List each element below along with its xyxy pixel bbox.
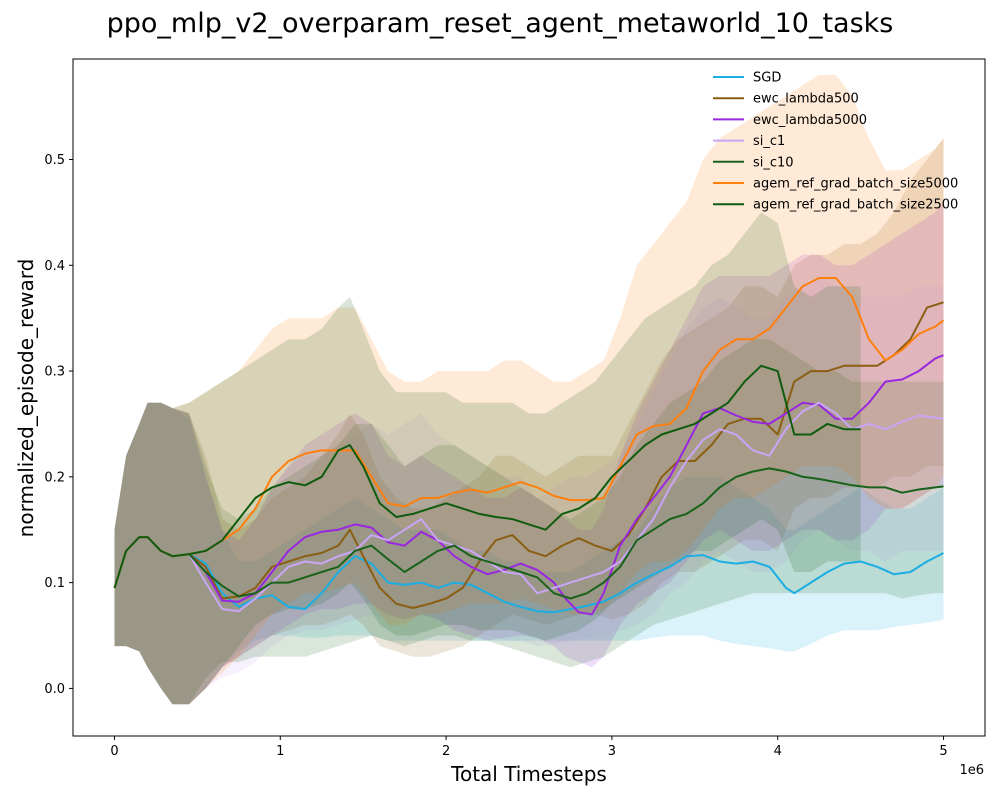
line-agem-ref-grad-batch-size2500: [113, 364, 861, 589]
line-si-c1: [113, 401, 944, 613]
x-axis-ticks: 0 1 2 3 4 5: [110, 736, 948, 759]
y-tick-label: 0.1: [44, 576, 65, 591]
x-axis-label: Total Timesteps: [450, 762, 607, 786]
line-agem-ref-grad-batch-size5000: [113, 277, 945, 589]
y-tick-label: 0.4: [44, 259, 65, 274]
y-tick-label: 0.3: [44, 365, 65, 380]
band-ewc-lambda5000: [114, 201, 944, 705]
legend-label-ewc-lambda5000: ewc_lambda5000: [753, 113, 867, 128]
line-ewc-lambda5000: [113, 354, 944, 616]
y-tick-label: 0.2: [44, 470, 65, 485]
plot-frame: [72, 58, 986, 737]
legend-label-sgd: SGD: [753, 71, 781, 86]
y-tick-label: 0.0: [44, 682, 65, 697]
line-ewc-lambda500: [113, 301, 944, 609]
legend-label-agem-ref-grad-batch-size2500: agem_ref_grad_batch_size2500: [753, 198, 958, 213]
x-tick-label: 0: [110, 744, 118, 759]
x-axis-offset-label: 1e6: [959, 763, 984, 778]
band-si-c10: [114, 339, 944, 705]
band-sgd: [114, 402, 944, 705]
x-tick-label: 1: [276, 744, 284, 759]
legend-label-ewc-lambda500: ewc_lambda500: [753, 92, 859, 107]
y-axis-label: normalized_episode_reward: [14, 259, 38, 538]
legend-label-si-c10: si_c10: [753, 155, 794, 170]
legend: SGD ewc_lambda500 ewc_lambda5000 si_c1 si_c1…: [713, 71, 958, 213]
legend-label-agem-ref-grad-batch-size5000: agem_ref_grad_batch_size5000: [753, 177, 958, 192]
series-lines: [113, 277, 945, 616]
band-agem-ref-grad-batch-size2500: [114, 212, 861, 705]
band-agem-ref-grad-batch-size5000: [114, 74, 944, 705]
chart-title: ppo_mlp_v2_overparam_reset_agent_metawor…: [107, 8, 894, 39]
x-tick-label: 4: [774, 744, 782, 759]
y-tick-label: 0.5: [44, 153, 65, 168]
legend-label-si-c1: si_c1: [753, 134, 785, 149]
band-si-c1: [114, 275, 944, 705]
x-tick-label: 5: [939, 744, 947, 759]
x-tick-label: 2: [442, 744, 450, 759]
y-axis-ticks: 0.0 0.1 0.2 0.3 0.4 0.5: [44, 153, 73, 697]
x-tick-label: 3: [608, 744, 616, 759]
line-si-c10: [113, 467, 944, 600]
